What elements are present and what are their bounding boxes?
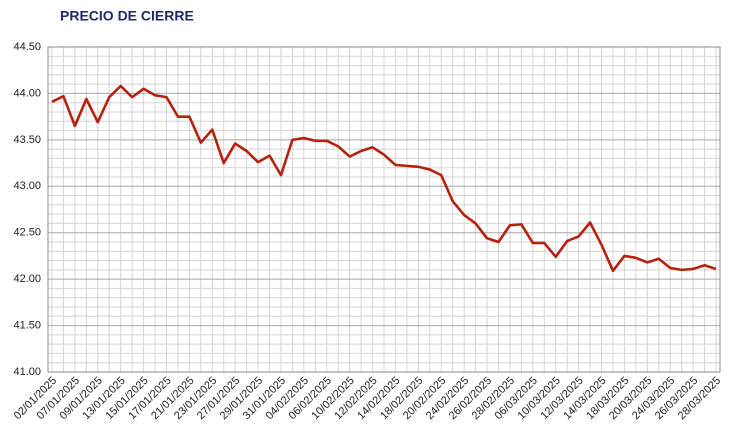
y-tick-label: 43.00 xyxy=(13,180,41,192)
plot-border xyxy=(47,46,721,373)
y-tick-label: 42.50 xyxy=(13,227,41,239)
y-tick-label: 41.50 xyxy=(13,319,41,331)
y-tick-label: 44.00 xyxy=(13,87,41,99)
y-tick-label: 41.00 xyxy=(13,366,41,378)
y-tick-label: 42.00 xyxy=(13,273,41,285)
price-line xyxy=(51,84,717,273)
chart-title: PRECIO DE CIERRE xyxy=(60,8,194,24)
y-tick-label: 44.50 xyxy=(13,41,41,53)
y-tick-label: 43.50 xyxy=(13,134,41,146)
